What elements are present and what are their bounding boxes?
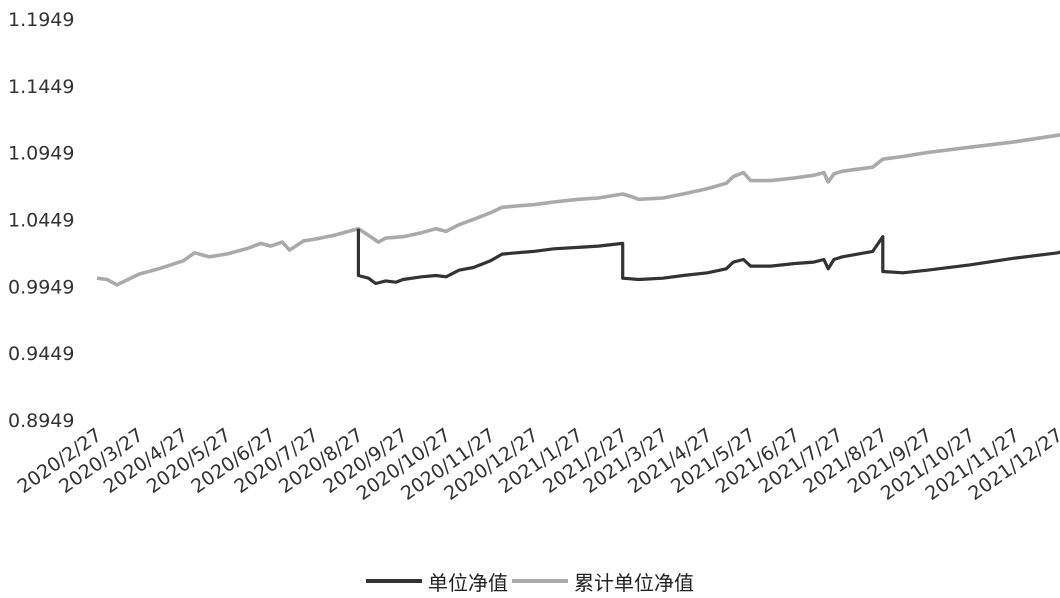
legend-item-cumulative-nav: 累计单位净值 (512, 567, 694, 596)
y-tick-label: 0.8949 (8, 410, 74, 432)
line-chart: 1.1949 1.1449 1.0949 1.0449 0.9949 0.9449 0.89… (8, 9, 1060, 505)
series-line-nav (356, 228, 1060, 286)
y-tick-label: 1.1449 (8, 76, 74, 98)
legend-item-nav: 单位净值 (366, 567, 508, 596)
legend-swatch-cumulative-nav (512, 579, 568, 583)
series-layer (96, 132, 1060, 287)
y-axis-ticks: 1.1949 1.1449 1.0949 1.0449 0.9949 0.9449 0.89… (8, 9, 74, 432)
y-tick-label: 0.9949 (8, 276, 74, 298)
legend-label-cumulative-nav: 累计单位净值 (574, 570, 694, 595)
y-tick-label: 1.1949 (8, 9, 74, 31)
y-tick-label: 1.0449 (8, 210, 74, 232)
legend-swatch-nav (366, 579, 422, 583)
y-tick-label: 0.9449 (8, 343, 74, 365)
x-axis-ticks: 2020/2/272020/3/272020/4/272020/5/272020… (13, 424, 1060, 505)
legend-label-nav: 单位净值 (428, 570, 508, 595)
series-line-cumulative-nav (96, 132, 1060, 287)
legend: 单位净值 累计单位净值 (0, 566, 1060, 596)
y-tick-label: 1.0949 (8, 143, 74, 165)
